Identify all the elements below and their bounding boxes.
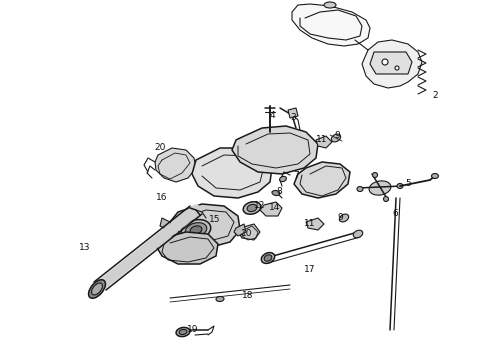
Ellipse shape bbox=[264, 255, 272, 261]
Ellipse shape bbox=[382, 59, 388, 65]
Ellipse shape bbox=[216, 297, 224, 302]
Ellipse shape bbox=[353, 230, 363, 238]
Text: 12: 12 bbox=[254, 201, 266, 210]
Ellipse shape bbox=[243, 202, 261, 214]
Ellipse shape bbox=[190, 226, 202, 234]
Ellipse shape bbox=[372, 172, 377, 177]
Text: 7: 7 bbox=[293, 171, 299, 180]
Polygon shape bbox=[260, 202, 282, 216]
Ellipse shape bbox=[261, 253, 275, 264]
Ellipse shape bbox=[395, 66, 399, 70]
Ellipse shape bbox=[432, 174, 439, 179]
Ellipse shape bbox=[179, 329, 187, 334]
Text: 6: 6 bbox=[392, 208, 398, 217]
Ellipse shape bbox=[280, 176, 286, 182]
Text: 2: 2 bbox=[432, 90, 438, 99]
Polygon shape bbox=[238, 224, 260, 240]
Text: 16: 16 bbox=[156, 194, 168, 202]
Text: 4: 4 bbox=[269, 112, 275, 121]
Polygon shape bbox=[155, 148, 196, 182]
Text: 5: 5 bbox=[405, 179, 411, 188]
Ellipse shape bbox=[340, 214, 349, 222]
Text: 15: 15 bbox=[209, 216, 221, 225]
Text: 14: 14 bbox=[270, 202, 281, 211]
Text: 10: 10 bbox=[241, 229, 253, 238]
Polygon shape bbox=[362, 40, 422, 88]
Text: 11: 11 bbox=[316, 135, 328, 144]
Polygon shape bbox=[370, 52, 412, 74]
Text: 18: 18 bbox=[242, 291, 254, 300]
Polygon shape bbox=[160, 218, 172, 230]
Text: 11: 11 bbox=[304, 220, 316, 229]
Ellipse shape bbox=[384, 197, 389, 202]
Polygon shape bbox=[294, 162, 350, 198]
Ellipse shape bbox=[357, 186, 363, 192]
Ellipse shape bbox=[181, 220, 211, 240]
Polygon shape bbox=[288, 108, 298, 118]
Polygon shape bbox=[292, 4, 370, 46]
Polygon shape bbox=[316, 136, 332, 148]
Polygon shape bbox=[232, 126, 318, 174]
Text: 13: 13 bbox=[79, 243, 91, 252]
Polygon shape bbox=[306, 218, 324, 230]
Ellipse shape bbox=[324, 2, 336, 8]
Ellipse shape bbox=[272, 190, 280, 195]
Ellipse shape bbox=[92, 283, 102, 295]
Ellipse shape bbox=[247, 204, 257, 212]
Ellipse shape bbox=[89, 280, 105, 298]
Ellipse shape bbox=[369, 181, 391, 195]
Text: 8: 8 bbox=[276, 188, 282, 197]
Ellipse shape bbox=[176, 327, 190, 337]
Polygon shape bbox=[192, 148, 272, 198]
Polygon shape bbox=[234, 224, 246, 236]
Text: 3: 3 bbox=[290, 113, 296, 122]
Polygon shape bbox=[156, 232, 218, 264]
Text: 9: 9 bbox=[337, 212, 343, 221]
Polygon shape bbox=[170, 204, 240, 248]
Ellipse shape bbox=[331, 134, 341, 142]
Text: 20: 20 bbox=[154, 144, 166, 153]
Text: 17: 17 bbox=[304, 266, 316, 274]
Text: 19: 19 bbox=[187, 325, 199, 334]
Ellipse shape bbox=[397, 184, 403, 189]
Ellipse shape bbox=[185, 223, 207, 237]
Text: 9: 9 bbox=[334, 130, 340, 139]
